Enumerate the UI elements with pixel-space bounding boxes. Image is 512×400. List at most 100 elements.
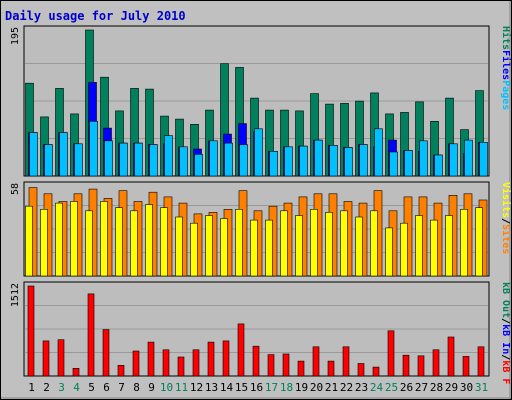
bar-pages-day-14 <box>224 142 233 177</box>
legend-item: Visits <box>500 182 512 218</box>
bar-pages-day-7 <box>119 142 128 177</box>
bar-pages-day-31 <box>479 142 488 177</box>
bar-visits-day-3 <box>55 202 63 277</box>
bar-pages-day-29 <box>449 143 458 177</box>
bar-visits-day-28 <box>430 219 438 277</box>
bar-pages-day-10 <box>164 135 173 177</box>
x-tick-label: 8 <box>133 381 140 394</box>
x-tick-label: 21 <box>325 381 338 394</box>
bar-kbf-day-3 <box>57 339 65 377</box>
bar-kbf-day-1 <box>27 285 35 377</box>
bar-visits-day-1 <box>25 205 33 277</box>
x-tick-label: 4 <box>73 381 80 394</box>
chart-title: Daily usage for July 2010 <box>5 9 186 23</box>
bar-kbf-day-21 <box>327 360 335 377</box>
x-tick-label: 19 <box>295 381 308 394</box>
ymax-label-hits-files-pages: 195 <box>10 27 21 45</box>
bar-visits-day-30 <box>460 209 468 277</box>
bar-pages-day-22 <box>344 147 353 177</box>
bar-pages-day-24 <box>374 128 383 177</box>
x-tick-label: 15 <box>235 381 248 394</box>
bar-kbf-day-14 <box>222 340 230 377</box>
bar-kbf-day-11 <box>177 356 185 377</box>
legend-item: kB Out <box>500 282 511 318</box>
bar-kbf-day-2 <box>42 340 50 377</box>
ymax-label-kb: 1512 <box>10 283 21 307</box>
x-tick-label: 11 <box>175 381 188 394</box>
bar-kbf-day-18 <box>282 353 290 377</box>
bar-visits-day-13 <box>205 215 213 277</box>
legend-item: / <box>500 318 511 324</box>
bar-visits-day-22 <box>340 210 348 277</box>
bar-kbf-day-8 <box>132 350 140 377</box>
bar-pages-day-26 <box>404 150 413 177</box>
bar-kbf-day-19 <box>297 360 305 377</box>
bar-visits-day-21 <box>325 212 333 277</box>
bar-pages-day-30 <box>464 139 473 177</box>
bar-visits-day-9 <box>145 204 153 277</box>
bar-visits-day-7 <box>115 207 123 277</box>
x-tick-label: 14 <box>220 381 234 394</box>
legend-item: Sites <box>500 224 512 254</box>
bar-pages-day-13 <box>209 140 218 177</box>
bar-kbf-day-4 <box>72 367 80 377</box>
bar-pages-day-18 <box>284 146 293 177</box>
bar-visits-day-4 <box>70 201 78 277</box>
x-tick-label: 12 <box>190 381 203 394</box>
bar-kbf-day-24 <box>372 366 380 377</box>
bar-pages-day-25 <box>389 151 398 177</box>
bar-kbf-day-29 <box>447 336 455 377</box>
bar-visits-day-17 <box>265 219 273 277</box>
bar-kbf-day-20 <box>312 346 320 377</box>
bar-visits-day-26 <box>400 222 408 277</box>
x-tick-label: 31 <box>475 381 488 394</box>
x-tick-label: 2 <box>43 381 50 394</box>
bar-visits-day-19 <box>295 215 303 277</box>
bar-visits-day-25 <box>385 227 393 277</box>
bar-visits-day-11 <box>175 216 183 277</box>
legend-item: Files <box>500 50 512 80</box>
bar-pages-day-16 <box>254 128 263 177</box>
bar-pages-day-9 <box>149 144 158 177</box>
x-tick-label: 26 <box>400 381 413 394</box>
bar-pages-day-20 <box>314 139 323 177</box>
bar-visits-day-20 <box>310 209 318 277</box>
bar-kbf-day-25 <box>387 330 395 377</box>
bar-kbf-day-30 <box>462 356 470 377</box>
bar-visits-day-18 <box>280 210 288 277</box>
x-tick-label: 7 <box>118 381 125 394</box>
bar-pages-day-27 <box>419 140 428 177</box>
x-tick-label: 20 <box>310 381 323 394</box>
bar-kbf-day-27 <box>417 355 425 377</box>
bar-pages-day-8 <box>134 142 143 177</box>
bar-visits-day-6 <box>100 201 108 277</box>
bar-kbf-day-9 <box>147 341 155 377</box>
bar-kbf-day-26 <box>402 354 410 377</box>
bar-kbf-day-22 <box>342 346 350 377</box>
bar-pages-day-11 <box>179 146 188 177</box>
bar-kbf-day-31 <box>477 346 485 377</box>
x-tick-label: 1 <box>28 381 35 394</box>
legend-item: Pages <box>500 80 511 110</box>
legend-item: / <box>500 354 511 360</box>
bar-visits-day-12 <box>190 222 198 277</box>
x-tick-label: 16 <box>250 381 263 394</box>
bar-kbf-day-12 <box>192 349 200 377</box>
bar-visits-day-2 <box>40 209 48 277</box>
x-tick-label: 18 <box>280 381 293 394</box>
x-tick-label: 25 <box>385 381 398 394</box>
bar-visits-day-5 <box>85 210 93 277</box>
bar-visits-day-29 <box>445 215 453 277</box>
x-tick-label: 13 <box>205 381 218 394</box>
bar-kbf-day-15 <box>237 323 245 377</box>
bar-pages-day-2 <box>44 144 53 177</box>
legend-item: Hits <box>500 26 512 50</box>
x-tick-label: 3 <box>58 381 65 394</box>
x-tick-label: 27 <box>415 381 428 394</box>
legend-visits-sites: Visits/Sites <box>500 182 512 254</box>
x-tick-label: 5 <box>88 381 95 394</box>
x-tick-label: 9 <box>148 381 155 394</box>
bar-pages-day-23 <box>359 144 368 177</box>
ymax-label-visits-sites: 58 <box>10 183 21 195</box>
